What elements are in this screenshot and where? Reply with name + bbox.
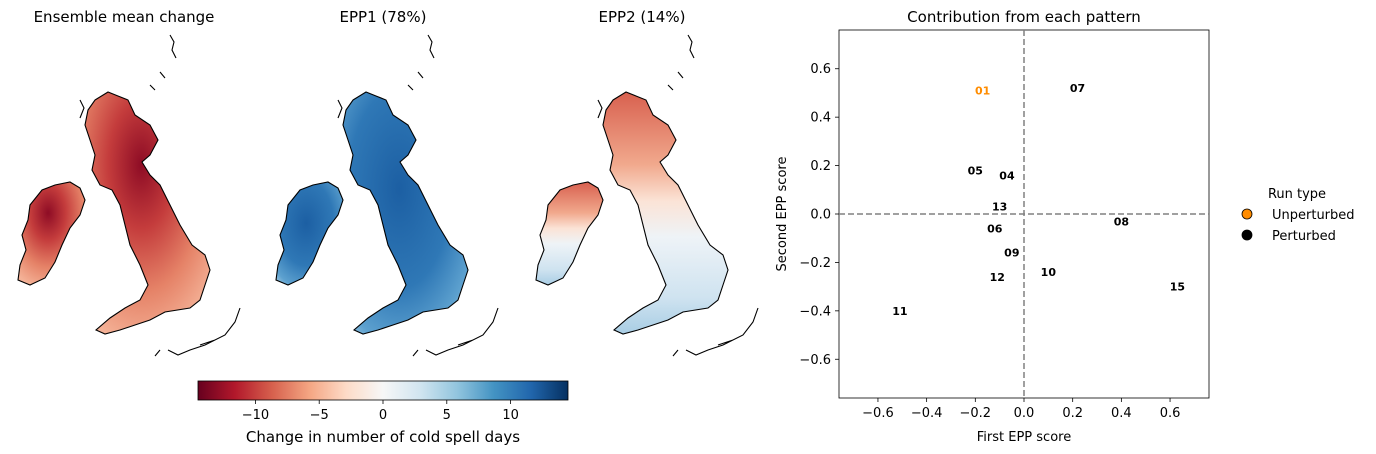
legend-label-perturbed: Perturbed	[1272, 229, 1336, 244]
x-tick-label: −0.2	[960, 406, 992, 421]
y-tick-label: −0.4	[799, 304, 831, 319]
colorbar-tick-label: 10	[502, 408, 519, 423]
legend-marker-unperturbed	[1241, 208, 1253, 220]
y-tick-label: −0.6	[799, 353, 831, 368]
point-label-11: 11	[892, 305, 907, 318]
y-tick-label: 0.2	[810, 159, 831, 174]
point-label-05: 05	[968, 164, 983, 177]
map-panel-1: Ensemble mean change	[17, 8, 241, 357]
x-tick-label: −0.6	[862, 406, 894, 421]
x-tick-label: 0.6	[1160, 406, 1181, 421]
colorbar-tick-label: −10	[242, 408, 269, 423]
x-tick-label: −0.4	[911, 406, 943, 421]
uk-map-shape	[535, 91, 729, 335]
legend-title: Run type	[1268, 187, 1326, 202]
y-tick-label: 0.4	[810, 111, 831, 126]
x-axis-label: First EPP score	[977, 430, 1071, 445]
colorbar-scale	[197, 380, 569, 401]
uk-map-shape	[17, 91, 211, 335]
colorbar-label: Change in number of cold spell days	[246, 428, 520, 446]
y-tick-label: 0.0	[810, 208, 831, 223]
y-axis-label: Second EPP score	[775, 157, 790, 272]
uk-map-shape	[275, 91, 469, 335]
legend: Run type Unperturbed Perturbed	[1241, 187, 1355, 244]
point-label-01: 01	[975, 85, 990, 98]
point-label-08: 08	[1114, 215, 1129, 228]
point-label-04: 04	[999, 169, 1015, 182]
map-title: Ensemble mean change	[34, 8, 215, 26]
map-title: EPP2 (14%)	[599, 8, 686, 26]
point-label-09: 09	[1004, 247, 1019, 260]
x-tick-label: 0.2	[1062, 406, 1083, 421]
x-tick-label: 0.0	[1014, 406, 1035, 421]
legend-label-unperturbed: Unperturbed	[1272, 208, 1355, 223]
point-label-12: 12	[990, 271, 1005, 284]
colorbar-tick-label: −5	[310, 408, 329, 423]
scatter-plot: Contribution from each pattern −0.6 −0.4 −…	[775, 8, 1210, 445]
map-panel-3: EPP2 (14%)	[535, 8, 759, 357]
map-panel-2: EPP1 (78%)	[275, 8, 499, 357]
point-label-15: 15	[1170, 281, 1185, 294]
x-tick-label: 0.4	[1111, 406, 1132, 421]
colorbar: −10 −5 0 5 10 Change in number of cold spell…	[197, 380, 569, 446]
legend-marker-perturbed	[1241, 229, 1253, 241]
map-title: EPP1 (78%)	[340, 8, 427, 26]
point-label-13: 13	[992, 201, 1007, 214]
scatter-title: Contribution from each pattern	[907, 8, 1141, 26]
y-tick-label: −0.2	[799, 256, 831, 271]
colorbar-tick-label: 0	[379, 408, 387, 423]
point-label-10: 10	[1041, 266, 1057, 279]
y-tick-label: 0.6	[810, 62, 831, 77]
point-label-06: 06	[987, 223, 1003, 236]
colorbar-tick-label: 5	[443, 408, 451, 423]
point-label-07: 07	[1070, 82, 1085, 95]
